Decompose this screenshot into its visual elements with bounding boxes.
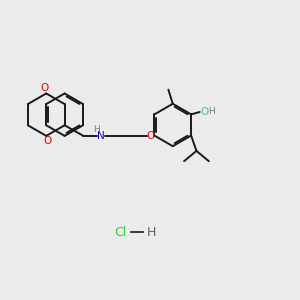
Text: H: H <box>93 124 100 134</box>
Text: O: O <box>200 107 208 117</box>
Text: H: H <box>208 107 215 116</box>
Text: H: H <box>147 226 156 239</box>
Text: O: O <box>41 83 49 93</box>
Text: O: O <box>147 130 155 141</box>
Text: N: N <box>97 130 105 141</box>
Text: Cl: Cl <box>114 226 127 239</box>
Text: O: O <box>44 136 52 146</box>
